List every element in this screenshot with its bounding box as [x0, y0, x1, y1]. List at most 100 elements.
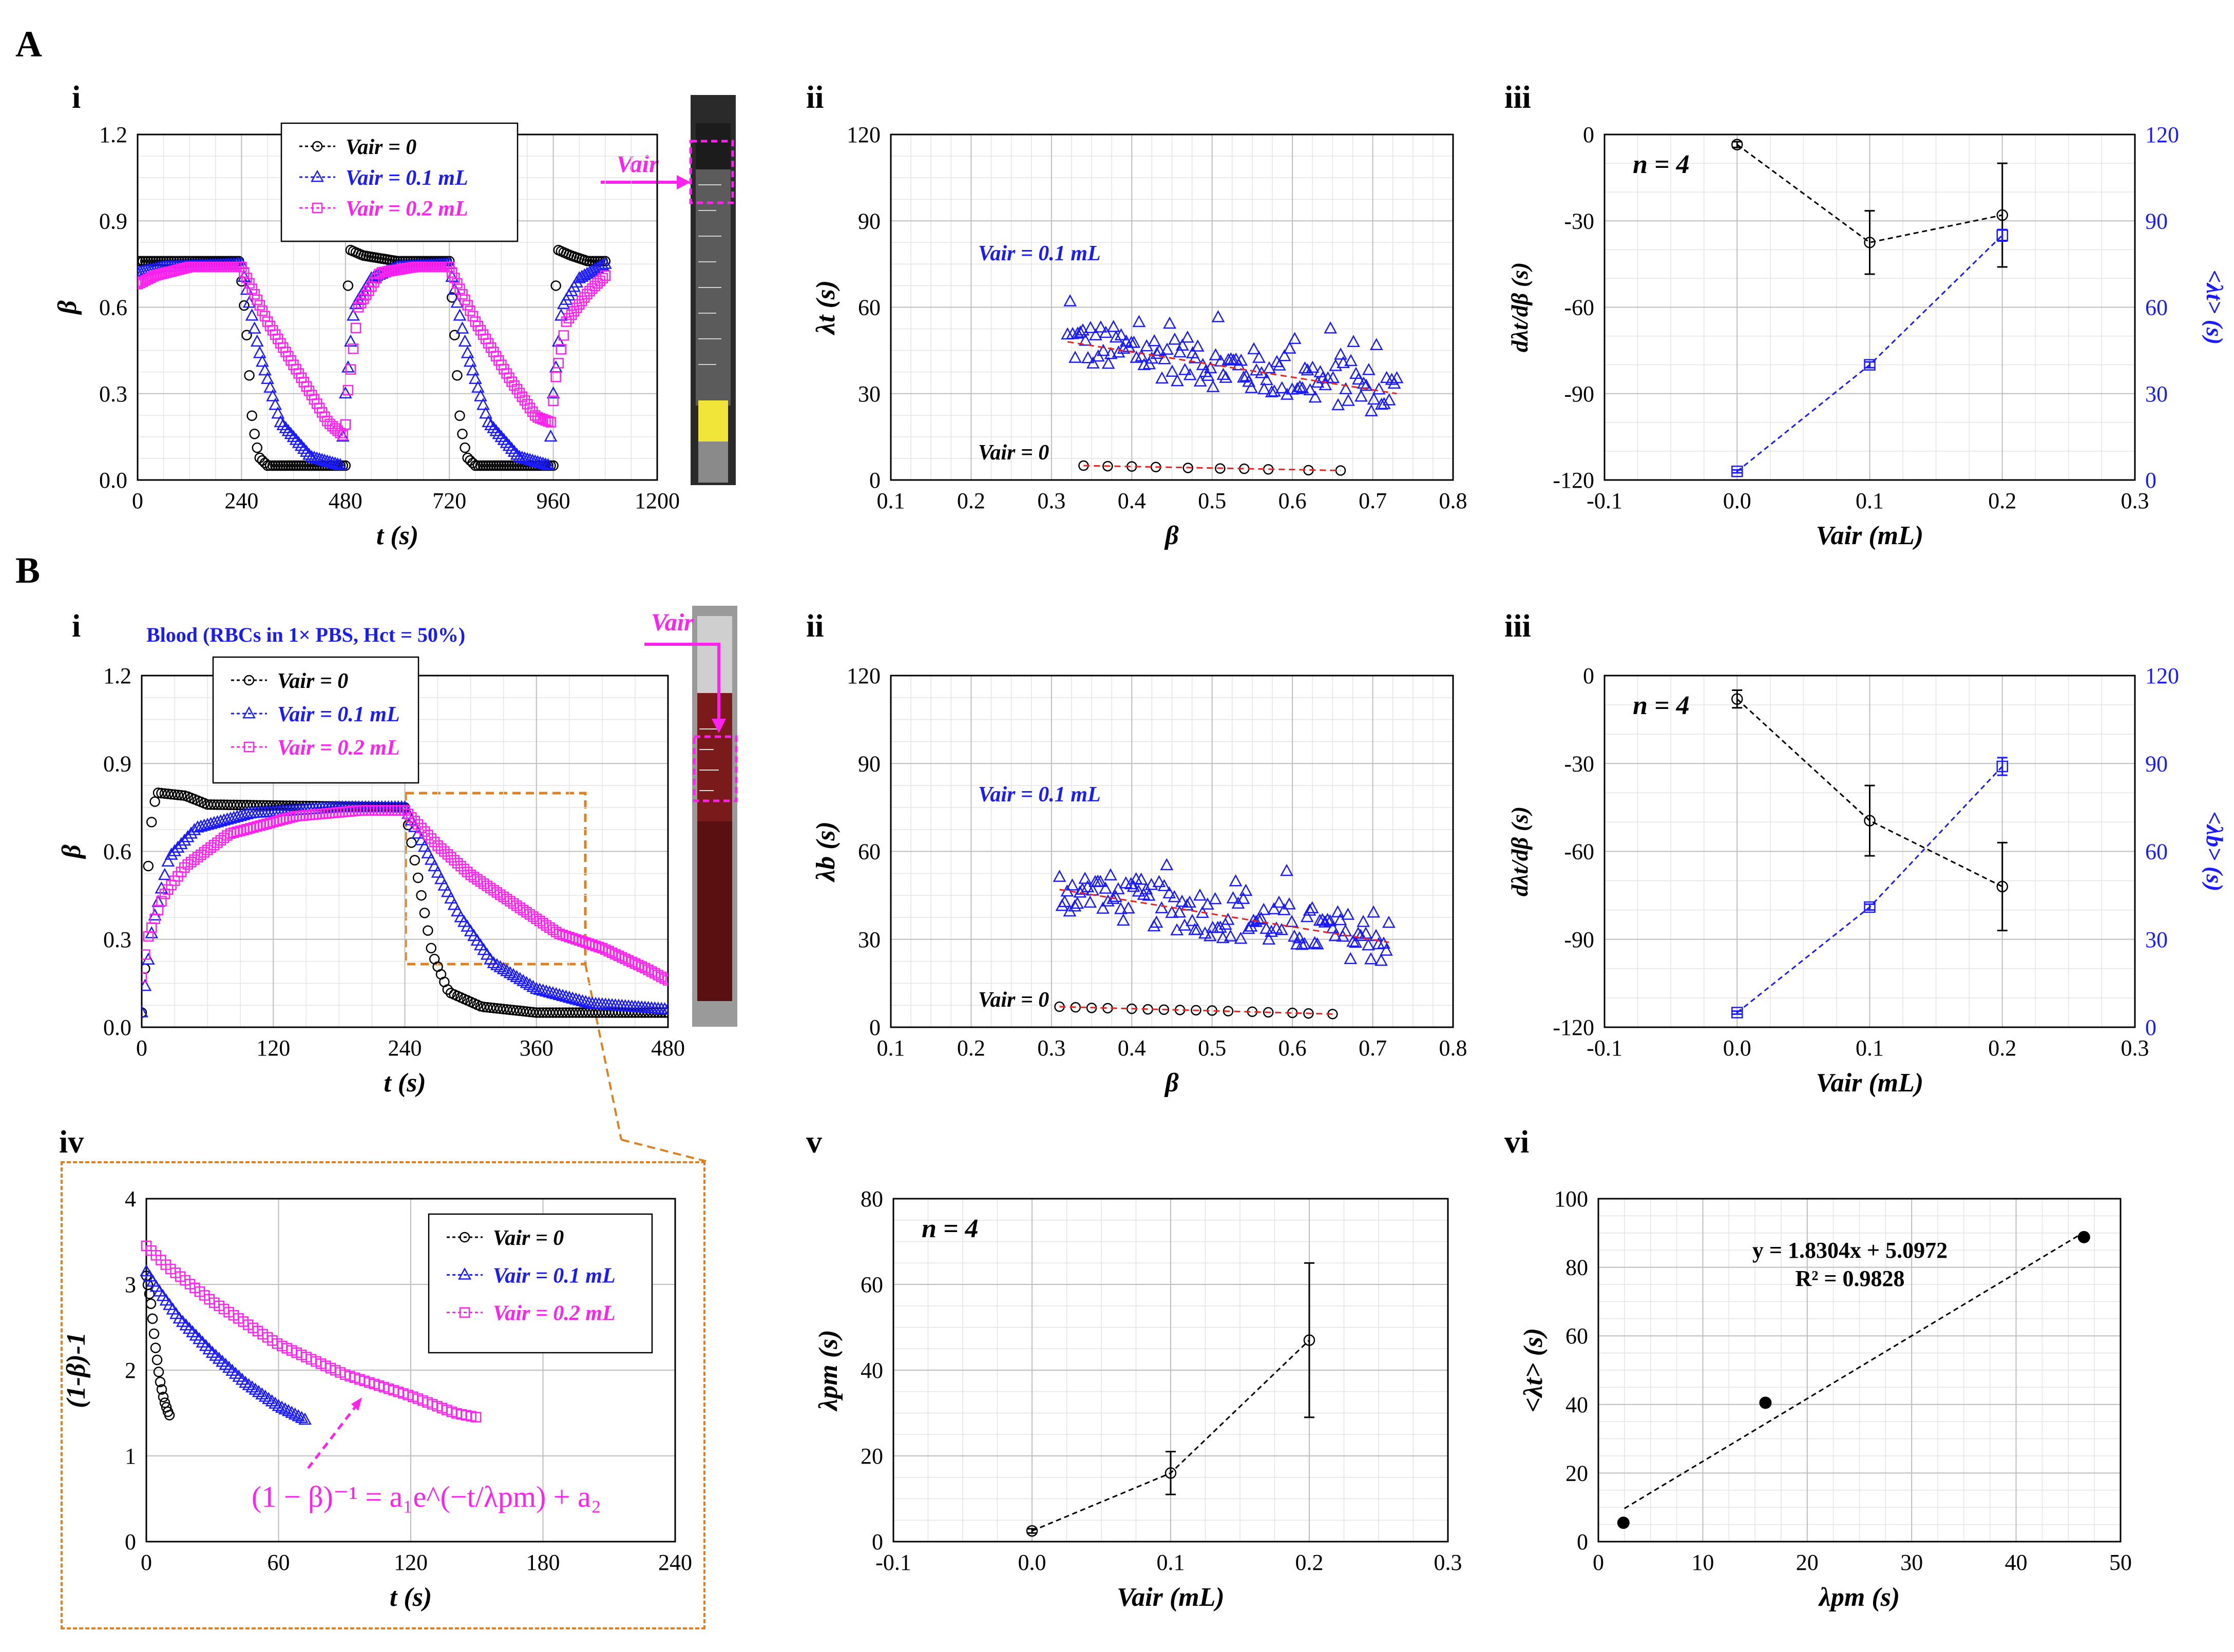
data-point: [347, 309, 360, 321]
data-point: [1996, 880, 2008, 893]
data-point: [1099, 325, 1113, 338]
data-point: [551, 334, 565, 347]
data-point: [1351, 927, 1365, 939]
legend-box: [212, 656, 419, 784]
data-point: [292, 1409, 305, 1422]
vair-tag-a: Vair: [616, 150, 659, 178]
data-point: [455, 321, 469, 334]
data-point: [1303, 1334, 1315, 1346]
data-point: [1216, 368, 1230, 380]
legend-marker: [242, 706, 256, 719]
data-point: [335, 460, 346, 471]
data-point: [662, 975, 668, 986]
y-tick-label: 0.9: [99, 208, 127, 234]
data-point: [1283, 897, 1296, 910]
data-point: [540, 984, 553, 997]
data-point: [2077, 1231, 2090, 1243]
data-point: [285, 1406, 299, 1418]
data-point: [1349, 935, 1363, 948]
data-point: [283, 460, 294, 471]
data-point: [156, 787, 167, 799]
data-point: [350, 322, 361, 334]
data-point: [1303, 1008, 1314, 1019]
data-point: [511, 1005, 522, 1016]
data-point: [523, 977, 537, 990]
legend-marker: [312, 141, 323, 152]
data-point: [1242, 921, 1255, 934]
y-tick-label: 0.3: [103, 927, 131, 952]
data-point: [472, 460, 484, 471]
data-point: [444, 261, 455, 273]
x-tick-label: 0.1: [1157, 1550, 1185, 1575]
data-point: [500, 964, 513, 976]
data-point: [480, 460, 491, 471]
data-point: [184, 826, 198, 839]
x-tick-label: 0.4: [1118, 488, 1146, 513]
y-tick-label: 1.2: [99, 122, 127, 147]
fit-pointer-line: [307, 1400, 360, 1469]
data-point: [491, 460, 502, 471]
data-point: [1996, 209, 2008, 221]
data-point: [269, 1396, 282, 1409]
data-point: [1157, 879, 1171, 891]
x-tick-label: 0.6: [1278, 1035, 1307, 1061]
data-point: [148, 256, 159, 267]
data-point: [646, 966, 657, 977]
data-point: [426, 833, 436, 844]
data-point: [1341, 908, 1355, 920]
data-point: [1324, 321, 1338, 334]
fit-pointer-arrow: [351, 1397, 362, 1411]
y-tick-label: 0.9: [103, 751, 131, 776]
data-point: [254, 300, 265, 311]
data-point: [179, 862, 190, 873]
data-point: [598, 257, 612, 269]
chart-a-ii: 0.1 0.2 0.3 0.4 0.5 0.6 0.7 0.8 0 30 60 90 120 β λt (s…: [811, 122, 1467, 550]
data-point: [1263, 361, 1276, 374]
data-point: [302, 447, 316, 460]
data-point: [521, 1006, 532, 1017]
data-point: [1137, 358, 1151, 370]
data-point: [1301, 363, 1314, 376]
data-point: [1303, 383, 1317, 395]
data-point: [1153, 343, 1167, 356]
data-point: [1109, 330, 1123, 343]
data-point: [550, 371, 561, 382]
data-point: [1344, 952, 1358, 964]
data-point: [529, 982, 543, 994]
data-point: [1362, 363, 1376, 375]
data-point: [1162, 886, 1176, 899]
data-point: [342, 280, 354, 291]
data-point: [437, 878, 451, 891]
data-point: [1216, 931, 1230, 944]
data-point: [1374, 953, 1388, 966]
data-point: [1321, 913, 1334, 925]
x-tick-label: 240: [658, 1550, 692, 1575]
data-point: [146, 817, 157, 828]
data-point: [1310, 937, 1324, 950]
data-point: [1183, 368, 1197, 380]
panel-biii-label: iii: [1504, 609, 1531, 644]
data-point: [597, 273, 608, 284]
data-point: [1280, 863, 1293, 876]
data-point: [156, 896, 167, 907]
data-point: [145, 256, 156, 267]
data-point: [1245, 381, 1258, 393]
data-point: [1130, 351, 1143, 363]
data-point: [490, 958, 504, 970]
x-axis-title: t (s): [384, 1068, 426, 1098]
n-annotation: n = 4: [1633, 150, 1690, 179]
data-point: [661, 1002, 668, 1015]
data-point: [181, 830, 195, 842]
data-point: [1079, 333, 1092, 346]
data-point: [138, 265, 144, 278]
data-point: [558, 330, 569, 341]
data-point: [261, 372, 274, 385]
data-point: [266, 389, 280, 401]
data-point: [142, 256, 154, 267]
data-point: [239, 267, 250, 278]
data-point: [1259, 921, 1273, 934]
data-point: [465, 305, 475, 316]
y-tick-label: -60: [1564, 839, 1594, 865]
x-tick-label: 0.8: [1439, 1035, 1467, 1061]
